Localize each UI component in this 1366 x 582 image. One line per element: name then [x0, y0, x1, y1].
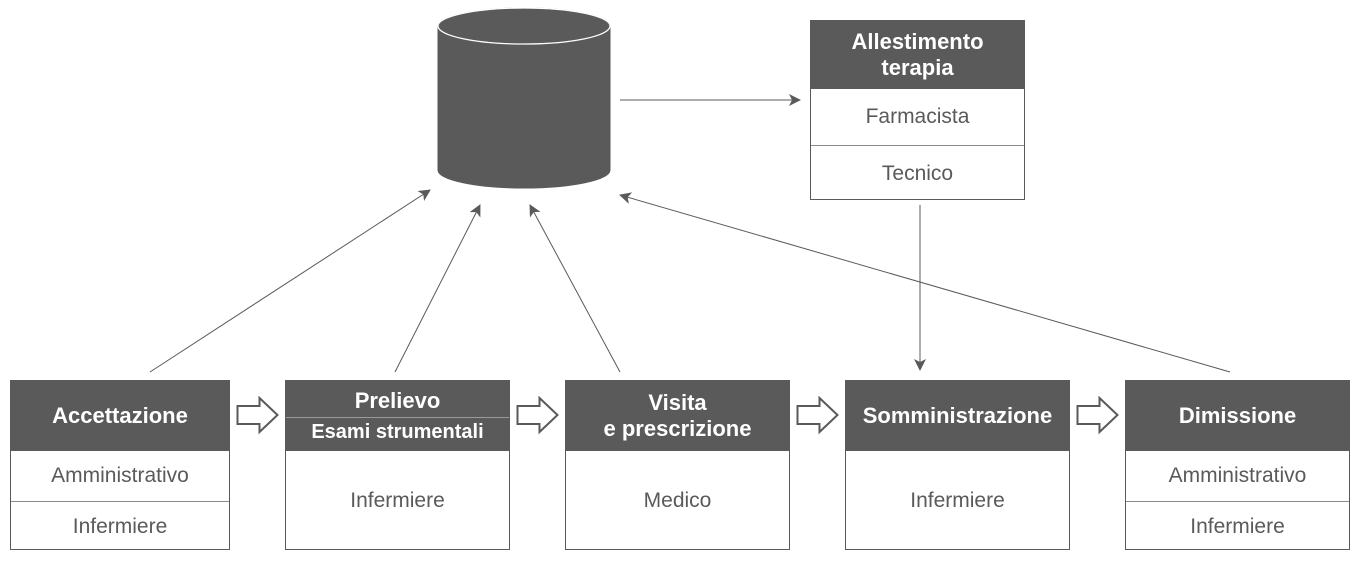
box-row: Infermiere: [286, 451, 509, 551]
box-row: Amministrativo: [1126, 451, 1349, 501]
thin-arrow-2: [530, 205, 620, 372]
box-allestimento: AllestimentoterapiaFarmacistaTecnico: [810, 20, 1025, 200]
header-line: Allestimento: [851, 29, 983, 55]
header-line: Accettazione: [52, 403, 188, 429]
box-row: Tecnico: [811, 145, 1024, 201]
header-line: Visita: [648, 390, 706, 416]
box-prelievo: Prelievo Esami strumentali Infermiere: [285, 380, 510, 550]
box-visita: Visitae prescrizioneMedico: [565, 380, 790, 550]
box-header: Prelievo Esami strumentali: [286, 381, 509, 451]
thin-arrow-0: [150, 190, 430, 372]
box-header: Somministrazione: [846, 381, 1069, 451]
header-line: e prescrizione: [604, 416, 752, 442]
header-line: Prelievo: [355, 388, 441, 414]
flow-arrow: [1078, 398, 1118, 432]
box-row: Amministrativo: [11, 451, 229, 501]
box-accettazione: Accettazione AmministrativoInfermiere: [10, 380, 230, 550]
flow-arrow: [238, 398, 278, 432]
box-row: Infermiere: [1126, 501, 1349, 551]
box-row: Infermiere: [846, 451, 1069, 551]
box-dimissione: Dimissione AmministrativoInfermiere: [1125, 380, 1350, 550]
header-line: terapia: [881, 55, 953, 81]
database-cylinder: [438, 8, 610, 188]
header-line: Somministrazione: [863, 403, 1052, 429]
box-row: Infermiere: [11, 501, 229, 551]
flow-arrow: [518, 398, 558, 432]
box-header: Visitae prescrizione: [566, 381, 789, 451]
thin-arrow-1: [395, 205, 480, 372]
header-line: Dimissione: [1179, 403, 1296, 429]
thin-arrow-3: [620, 195, 1230, 372]
box-row: Medico: [566, 451, 789, 551]
flow-arrow: [798, 398, 838, 432]
box-header: Dimissione: [1126, 381, 1349, 451]
box-somministrazione: Somministrazione Infermiere: [845, 380, 1070, 550]
header-line: Esami strumentali: [286, 417, 509, 444]
box-header: Allestimentoterapia: [811, 21, 1024, 89]
box-row: Farmacista: [811, 89, 1024, 145]
box-header: Accettazione: [11, 381, 229, 451]
